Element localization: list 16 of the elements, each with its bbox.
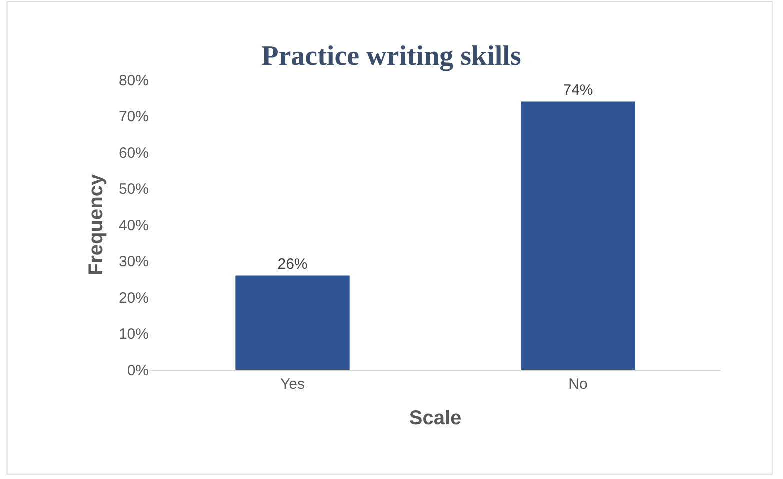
y-tick-label: 30%	[118, 254, 149, 270]
y-axis-title: Frequency	[85, 174, 108, 276]
data-label: 26%	[278, 256, 308, 273]
y-tick-label: 70%	[118, 108, 149, 126]
y-tick-label: 20%	[118, 290, 149, 307]
x-axis-title: Scale	[409, 408, 462, 430]
x-tick-label: No	[568, 376, 588, 393]
data-label: 74%	[563, 82, 594, 99]
x-tick-label: Yes	[280, 376, 305, 393]
y-tick-label: 10%	[118, 326, 149, 343]
y-tick-label: 40%	[118, 217, 149, 234]
y-tick-label: 0%	[127, 362, 149, 380]
y-tick-label: 60%	[118, 144, 149, 162]
y-tick-label: 50%	[118, 181, 149, 198]
chart-title: Practice writing skills	[262, 40, 522, 72]
y-tick-label: 80%	[118, 72, 149, 90]
